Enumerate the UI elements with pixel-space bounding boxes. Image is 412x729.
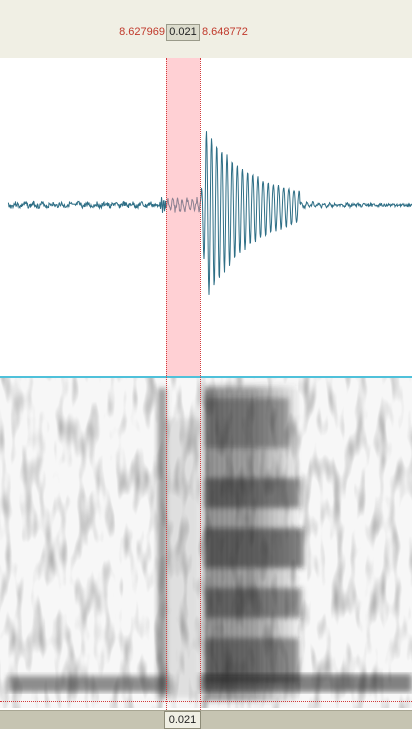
selection-end-cursor[interactable] bbox=[200, 58, 201, 710]
waveform-trace bbox=[7, 131, 412, 295]
spectrogram-image bbox=[0, 378, 412, 708]
selection-duration-top[interactable]: 0.021 bbox=[166, 24, 200, 41]
spectrogram-floor-line bbox=[0, 701, 412, 702]
selection-time-ruler[interactable]: 8.627969 0.021 8.648772 bbox=[0, 0, 412, 59]
waveform-spectrogram-divider[interactable] bbox=[0, 376, 412, 378]
spectrogram-panel[interactable] bbox=[0, 378, 412, 708]
selection-highlight[interactable] bbox=[166, 58, 200, 376]
waveform-panel[interactable] bbox=[0, 58, 412, 376]
selection-start-time: 8.627969 bbox=[119, 26, 165, 38]
selection-start-cursor[interactable] bbox=[166, 58, 167, 710]
selection-duration-bottom[interactable]: 0.021 bbox=[164, 711, 201, 729]
bottom-time-bar[interactable] bbox=[0, 710, 412, 729]
selection-end-time: 8.648772 bbox=[202, 26, 248, 38]
